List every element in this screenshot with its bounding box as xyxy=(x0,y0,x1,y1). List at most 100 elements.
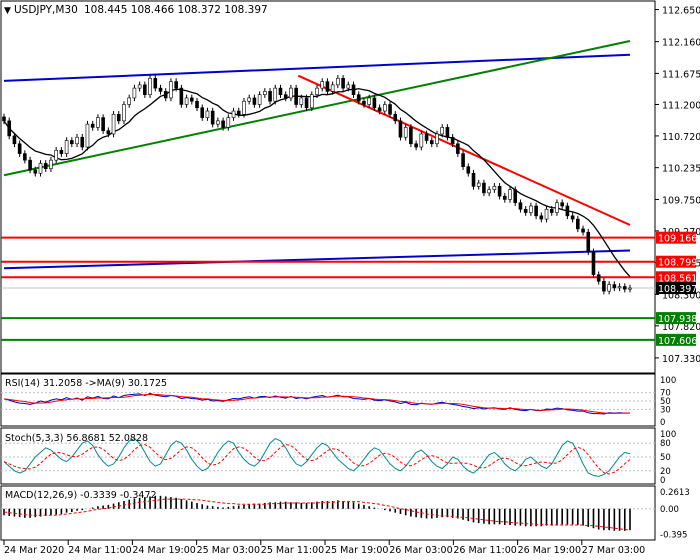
candle xyxy=(356,94,361,102)
candle xyxy=(143,84,147,95)
candle xyxy=(210,110,215,125)
level-price-tag xyxy=(656,333,696,346)
candle xyxy=(351,84,356,95)
candle xyxy=(466,166,471,174)
candle xyxy=(163,91,168,99)
level-price-label: 108.799 xyxy=(658,258,697,269)
candle xyxy=(414,143,418,148)
candle xyxy=(231,110,236,118)
candle xyxy=(190,97,194,102)
stoch-label: Stoch(5,3,3) 56.8681 52.0828 xyxy=(5,433,148,444)
candle xyxy=(403,127,408,138)
level-price-tag xyxy=(656,312,696,325)
time-tick-label: 24 Mar 11:00 xyxy=(68,545,131,556)
candle xyxy=(560,202,564,207)
candle xyxy=(549,208,554,213)
candle xyxy=(106,130,111,135)
candle xyxy=(476,182,481,187)
candle xyxy=(289,87,293,99)
candle xyxy=(492,186,497,190)
candle xyxy=(596,274,601,282)
candle xyxy=(101,117,105,131)
candle xyxy=(252,97,257,105)
candle xyxy=(304,97,309,109)
candle xyxy=(7,120,12,137)
candle xyxy=(612,284,617,289)
candle xyxy=(80,136,85,148)
trendline xyxy=(3,40,631,177)
indicator-line xyxy=(3,438,631,477)
candle xyxy=(283,94,288,99)
level-price-label: 107.938 xyxy=(658,314,697,325)
candle xyxy=(570,215,575,220)
candle xyxy=(169,81,173,99)
candle xyxy=(591,251,596,276)
candle xyxy=(409,127,413,145)
candle xyxy=(268,91,272,102)
candle xyxy=(299,97,304,105)
candle xyxy=(38,163,43,174)
time-tick-label: 27 Mar 03:00 xyxy=(582,545,645,556)
candle xyxy=(158,87,163,92)
candle xyxy=(617,286,622,289)
level-price-tag xyxy=(656,255,696,268)
time-tick-label: 26 Mar 03:00 xyxy=(389,545,452,556)
indicator-level-label: 0.2613 xyxy=(660,488,690,498)
candle xyxy=(362,100,366,105)
current-price-label: 108.397 xyxy=(658,284,697,295)
main-pane-frame xyxy=(0,0,656,374)
macd-pane-frame xyxy=(0,485,656,541)
candle xyxy=(153,78,158,89)
candle xyxy=(43,163,48,169)
indicator-level-label: 30 xyxy=(660,405,671,415)
candle xyxy=(456,143,460,154)
candle xyxy=(315,87,319,95)
candle xyxy=(278,87,283,95)
price-tick-label: 112.650 xyxy=(662,6,700,17)
candle xyxy=(137,84,142,89)
candle xyxy=(622,286,627,290)
time-tick-label: 24 Mar 2020 xyxy=(4,545,64,556)
price-tick-label: 109.750 xyxy=(662,195,700,206)
candle xyxy=(518,202,523,210)
candle xyxy=(388,104,392,115)
candle xyxy=(12,135,17,145)
symbol-label: USDJPY,M30 xyxy=(14,4,78,16)
candle xyxy=(502,195,507,200)
macd-pane: 0.2613 0.00 -0.395 xyxy=(1,488,690,540)
candle xyxy=(174,81,178,89)
candle xyxy=(523,208,528,213)
price-tick-label: 107.330 xyxy=(662,354,700,365)
candle xyxy=(221,120,225,128)
candle xyxy=(450,136,455,145)
candle xyxy=(393,114,398,122)
candle xyxy=(64,140,69,154)
candle xyxy=(581,228,585,233)
candle xyxy=(330,84,335,92)
candle xyxy=(226,117,231,128)
candle xyxy=(377,107,382,112)
candle xyxy=(440,127,445,135)
indicator-level-label: 0 xyxy=(660,418,665,428)
candle xyxy=(33,169,38,174)
macd-signal-line xyxy=(3,498,631,531)
candle xyxy=(471,172,476,187)
candle xyxy=(461,153,465,168)
trendline xyxy=(3,53,631,82)
indicator-level-label: 50 xyxy=(660,453,671,463)
candle xyxy=(325,81,330,92)
candle xyxy=(132,87,137,99)
candle xyxy=(341,78,345,89)
candle xyxy=(607,284,611,292)
indicator-level-label: 0.00 xyxy=(660,505,679,515)
candle xyxy=(54,150,58,161)
candle xyxy=(127,97,131,105)
indicator-level-label: 0 xyxy=(660,476,665,486)
candle xyxy=(17,143,22,154)
time-tick-label: 26 Mar 11:00 xyxy=(453,545,516,556)
candle xyxy=(90,123,95,128)
